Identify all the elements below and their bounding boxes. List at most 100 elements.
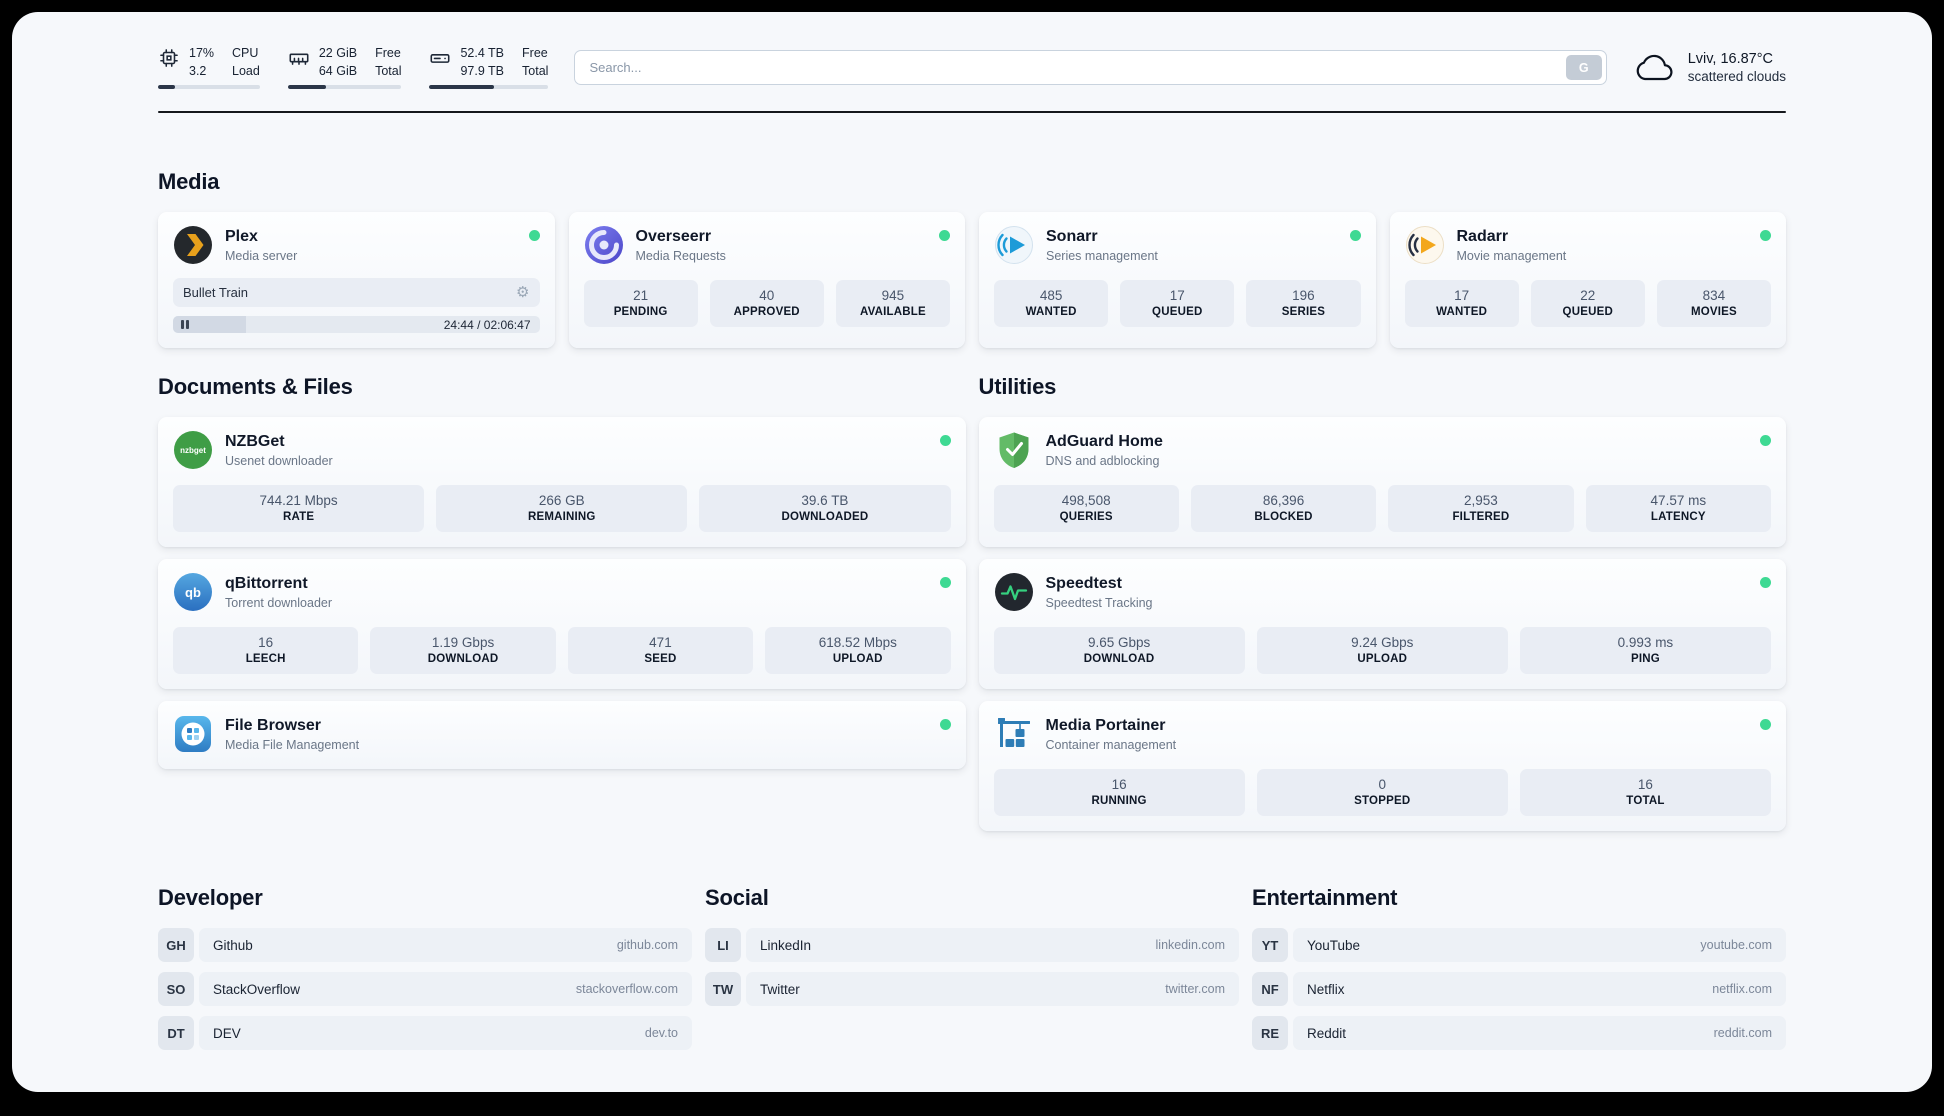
stat-tile: 86,396 BLOCKED — [1190, 485, 1377, 533]
entertainment-section-title: Entertainment — [1252, 885, 1398, 911]
stat-label: RATE — [282, 511, 315, 524]
bookmark-stackoverflow[interactable]: SO StackOverflow stackoverflow.com — [158, 972, 692, 1007]
radarr-card[interactable]: Radarr Movie management 17 WANTED 22 QUE… — [1389, 212, 1786, 349]
stat-tile: 16 TOTAL — [1519, 769, 1772, 817]
app-subtitle: Media server — [225, 248, 298, 263]
status-dot — [939, 435, 951, 447]
bookmark-abbr: RE — [1252, 1016, 1288, 1051]
stat-value: 834 — [1702, 288, 1726, 304]
app-subtitle: Speedtest Tracking — [1045, 595, 1153, 610]
ram-free-label: Free — [375, 46, 401, 60]
portainer-card[interactable]: Media Portainer Container management 16 … — [978, 701, 1786, 832]
stat-value: 744.21 Mbps — [259, 493, 338, 509]
qbittorrent-icon-text: qb — [185, 585, 201, 600]
bookmark-netflix[interactable]: NF Netflix netflix.com — [1252, 972, 1786, 1007]
stat-label: LEECH — [245, 653, 286, 666]
stat-tile: 16 LEECH — [173, 627, 359, 675]
plex-card[interactable]: Plex Media server Bullet Train ⚙ 24:44 /… — [158, 212, 555, 349]
adguard-card[interactable]: AdGuard Home DNS and adblocking 498,508 … — [978, 417, 1786, 548]
social-section-title: Social — [705, 885, 769, 911]
gear-icon[interactable]: ⚙ — [516, 284, 530, 302]
bookmark-linkedin[interactable]: LI LinkedIn linkedin.com — [705, 928, 1239, 963]
ram-progress-fill — [287, 85, 327, 90]
bookmark-twitter[interactable]: TW Twitter twitter.com — [705, 972, 1239, 1007]
bookmark-abbr: NF — [1252, 972, 1288, 1007]
stat-tile: 266 GB REMAINING — [436, 485, 688, 533]
stat-value: 40 — [759, 288, 775, 304]
stat-label: TOTAL — [1626, 795, 1665, 808]
stat-label: SERIES — [1281, 306, 1326, 319]
stat-value: 2,953 — [1464, 493, 1498, 509]
stat-label: FILTERED — [1452, 511, 1510, 524]
stat-value: 471 — [649, 635, 672, 651]
app-name: Radarr — [1456, 227, 1509, 245]
pause-icon[interactable] — [181, 320, 189, 330]
stat-label: MOVIES — [1690, 306, 1737, 319]
app-subtitle: DNS and adblocking — [1045, 453, 1160, 468]
stat-label: UPLOAD — [832, 653, 883, 666]
stat-tile: 17 WANTED — [1404, 280, 1519, 328]
ram-free-value: 22 GiB — [318, 46, 358, 60]
stat-label: SEED — [644, 653, 677, 666]
stat-tile: 40 APPROVED — [709, 280, 824, 328]
system-stats: 17% CPU 3.2 Load — [158, 46, 549, 90]
stat-label: DOWNLOAD — [1083, 653, 1155, 666]
stat-value: 9.24 Gbps — [1351, 635, 1414, 651]
bookmark-name: YouTube — [1307, 937, 1361, 953]
status-dot — [939, 230, 950, 242]
stat-label: REMAINING — [527, 511, 596, 524]
bookmark-abbr: GH — [158, 928, 194, 963]
stat-label: PENDING — [613, 306, 668, 319]
cpu-stat: 17% CPU 3.2 Load — [158, 46, 260, 90]
stat-value: 1.19 Gbps — [431, 635, 495, 651]
sonarr-card[interactable]: Sonarr Series management 485 WANTED 17 Q… — [979, 212, 1376, 349]
app-subtitle: Media File Management — [225, 737, 360, 752]
stat-value: 16 — [258, 635, 274, 651]
disk-progress-bar — [429, 85, 549, 90]
bookmark-name: StackOverflow — [213, 981, 301, 997]
ram-progress-bar — [287, 85, 402, 90]
filebrowser-icon — [173, 714, 213, 754]
bookmark-youtube[interactable]: YT YouTube youtube.com — [1252, 928, 1786, 963]
app-name: qBittorrent — [225, 574, 308, 592]
disk-stat: 52.4 TB Free 97.9 TB Total — [429, 46, 549, 90]
stat-tile: 834 MOVIES — [1656, 280, 1772, 328]
stat-tile: 17 QUEUED — [1120, 280, 1235, 328]
app-subtitle: Series management — [1046, 248, 1158, 263]
stat-tile: 945 AVAILABLE — [835, 280, 951, 328]
search-engine-button[interactable]: G — [1565, 55, 1602, 81]
filebrowser-card[interactable]: File Browser Media File Management — [158, 701, 966, 770]
bookmark-reddit[interactable]: RE Reddit reddit.com — [1252, 1016, 1786, 1051]
stat-label: APPROVED — [733, 306, 800, 319]
stat-tile: 196 SERIES — [1246, 280, 1361, 328]
ram-stat: 22 GiB Free 64 GiB Total — [287, 46, 402, 90]
bookmark-url: netflix.com — [1712, 982, 1772, 997]
nzbget-card[interactable]: nzbget NZBGet Usenet downloader 74 — [158, 417, 966, 548]
stat-value: 16 — [1637, 777, 1653, 793]
sonarr-icon — [994, 225, 1034, 265]
bookmark-github[interactable]: GH Github github.com — [158, 928, 692, 963]
speedtest-card[interactable]: Speedtest Speedtest Tracking 9.65 Gbps D… — [978, 559, 1786, 690]
bookmark-dev[interactable]: DT DEV dev.to — [158, 1016, 692, 1051]
stat-value: 47.57 ms — [1650, 493, 1707, 509]
app-name: Sonarr — [1046, 227, 1098, 245]
portainer-icon — [994, 714, 1034, 754]
utilities-section-title: Utilities — [978, 374, 1057, 400]
stat-tile: 1.19 Gbps DOWNLOAD — [370, 627, 556, 675]
playback-progress-bar[interactable]: 24:44 / 02:06:47 — [173, 316, 540, 334]
stat-tile: 0 STOPPED — [1256, 769, 1508, 817]
app-name: Media Portainer — [1045, 716, 1166, 734]
app-subtitle: Torrent downloader — [225, 595, 333, 610]
weather-location-temp: Lviv, 16.87°C — [1687, 51, 1774, 68]
stat-value: 17 — [1169, 288, 1185, 304]
status-dot — [939, 719, 951, 731]
app-name: Plex — [225, 227, 258, 245]
qbittorrent-card[interactable]: qb qBittorrent Torrent downloader — [158, 559, 966, 690]
search-input[interactable] — [574, 50, 1607, 86]
bookmark-abbr: TW — [705, 972, 741, 1007]
overseerr-card[interactable]: Overseerr Media Requests 21 PENDING 40 A… — [568, 212, 965, 349]
weather-widget[interactable]: Lviv, 16.87°C scattered clouds — [1633, 51, 1786, 84]
stat-value: 22 — [1580, 288, 1596, 304]
playback-progress-fill — [173, 316, 247, 334]
stat-label: WANTED — [1025, 306, 1077, 319]
